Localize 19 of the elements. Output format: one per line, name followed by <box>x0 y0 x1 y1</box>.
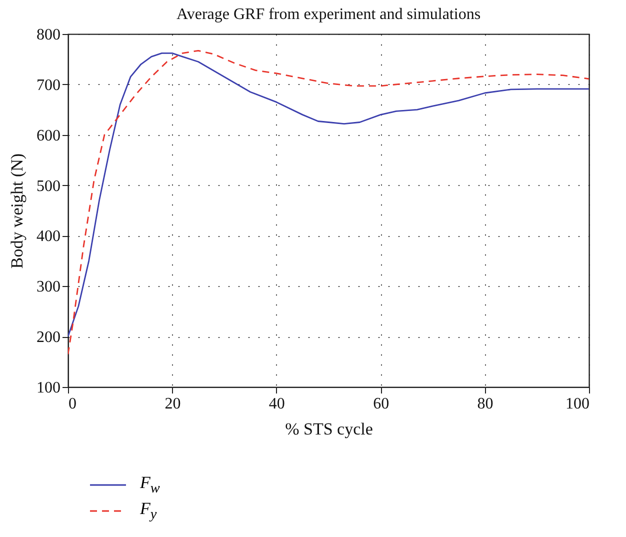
y-tick-label: 700 <box>36 76 60 94</box>
y-tick-label: 600 <box>36 127 60 144</box>
y-tick-label: 500 <box>36 178 60 195</box>
y-tick-label: 400 <box>36 228 60 246</box>
y-tick-label: 200 <box>36 329 60 346</box>
x-tick-label: 100 <box>566 396 590 412</box>
x-tick-label: 20 <box>164 396 181 412</box>
y-tick-label: 100 <box>36 380 60 396</box>
x-tick-label: 60 <box>373 396 390 412</box>
x-tick-label: 40 <box>268 396 285 412</box>
x-tick-label: 0 <box>68 396 76 412</box>
legend-label: F$_{y}$ <box>140 498 157 524</box>
x-axis-title: % STS cycle <box>285 420 373 438</box>
legend-label: F$_{w}$ <box>140 472 160 498</box>
y-axis-title: Body weight (N) <box>8 153 26 269</box>
y-tick-label: 800 <box>36 26 60 44</box>
x-tick-label: 80 <box>477 396 494 412</box>
chart-title: Average GRF from experiment and simulations <box>176 6 481 23</box>
y-tick-label: 300 <box>36 278 60 296</box>
